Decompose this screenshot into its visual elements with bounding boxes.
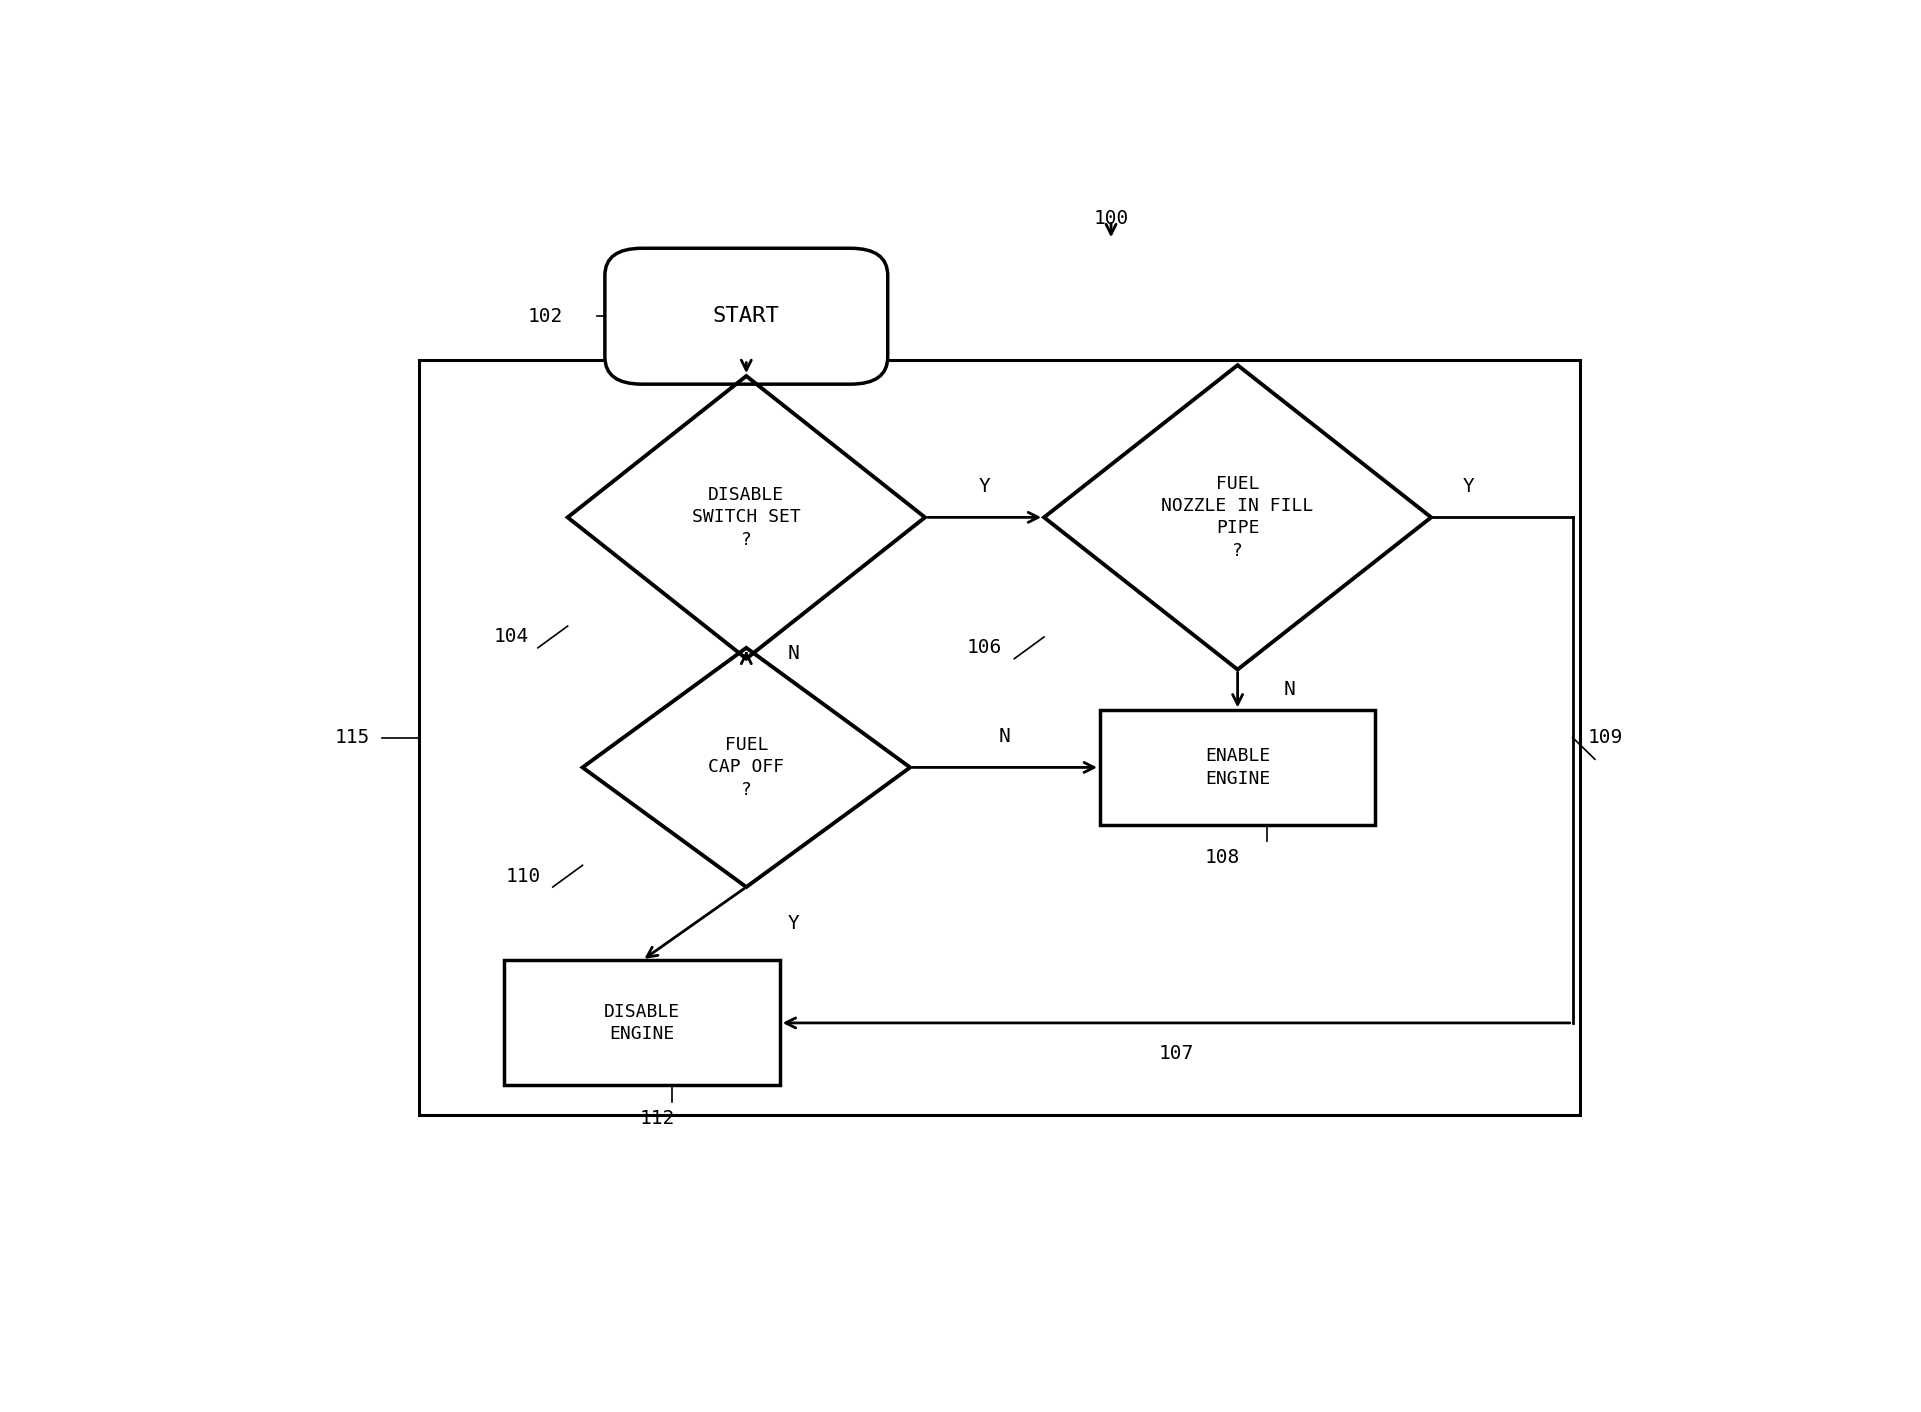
FancyBboxPatch shape — [605, 249, 888, 384]
Text: 108: 108 — [1204, 847, 1241, 867]
Text: Y: Y — [978, 477, 991, 497]
Text: 110: 110 — [505, 867, 540, 885]
Text: 102: 102 — [528, 306, 563, 326]
Text: FUEL
CAP OFF
?: FUEL CAP OFF ? — [709, 736, 784, 799]
Text: FUEL
NOZZLE IN FILL
PIPE
?: FUEL NOZZLE IN FILL PIPE ? — [1162, 474, 1314, 559]
Text: 106: 106 — [966, 638, 1003, 658]
Text: Y: Y — [788, 914, 799, 933]
Text: N: N — [1283, 681, 1295, 699]
Bar — [1101, 710, 1375, 825]
Text: N: N — [788, 644, 799, 662]
Text: 104: 104 — [494, 627, 528, 647]
Text: ENABLE
ENGINE: ENABLE ENGINE — [1204, 747, 1270, 788]
Text: START: START — [713, 306, 780, 326]
Text: 115: 115 — [334, 729, 369, 747]
Bar — [505, 960, 780, 1086]
Text: DISABLE
SWITCH SET
?: DISABLE SWITCH SET ? — [692, 486, 801, 548]
Text: 112: 112 — [640, 1108, 674, 1128]
Text: N: N — [999, 727, 1010, 747]
Text: Y: Y — [1462, 477, 1473, 497]
Text: 100: 100 — [1093, 209, 1130, 227]
Text: 109: 109 — [1589, 729, 1623, 747]
Text: 107: 107 — [1158, 1043, 1193, 1063]
Bar — [419, 360, 1579, 1115]
Text: DISABLE
ENGINE: DISABLE ENGINE — [603, 1003, 680, 1043]
